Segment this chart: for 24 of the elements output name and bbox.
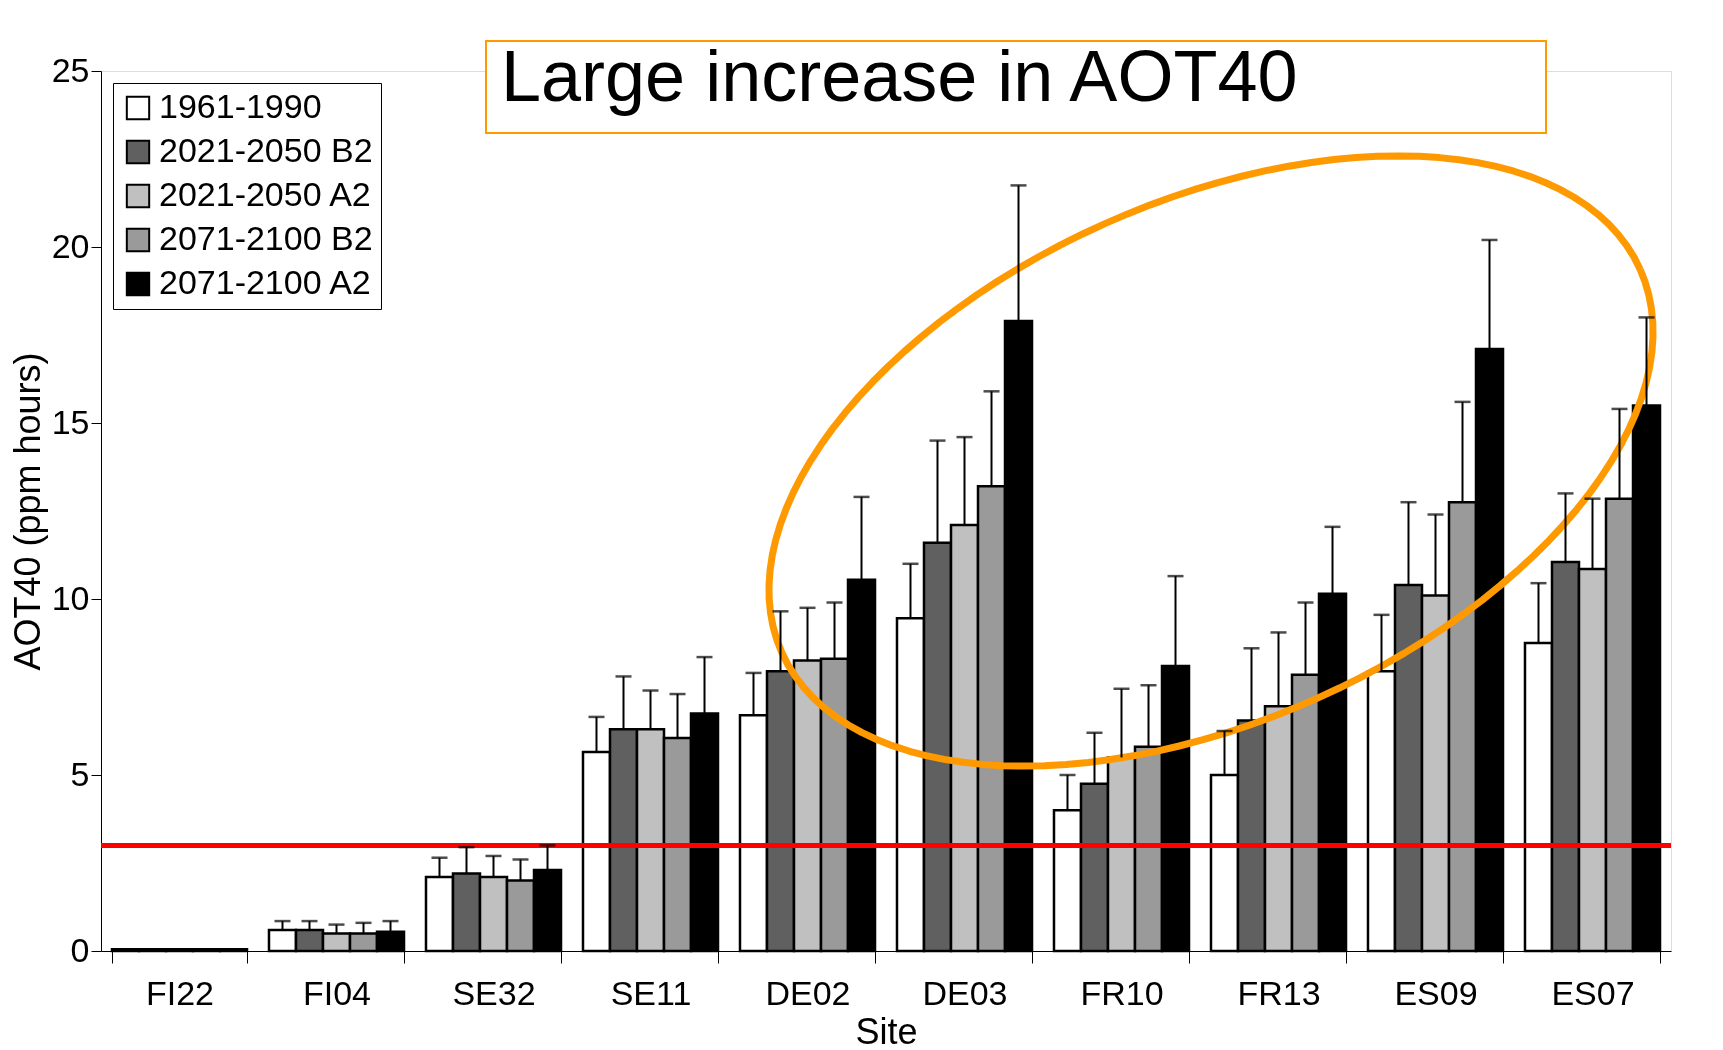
x-tick-label: ES09 bbox=[1394, 973, 1478, 1012]
x-tick-label: SE11 bbox=[610, 973, 692, 1012]
x-tick-label: SE32 bbox=[452, 973, 536, 1012]
y-tick-label: 20 bbox=[51, 226, 90, 265]
legend-label: 2071-2100 A2 bbox=[159, 263, 371, 301]
y-tick-label: 25 bbox=[51, 50, 90, 89]
legend-label: 2071-2100 B2 bbox=[159, 219, 373, 257]
x-tick-label: FR13 bbox=[1237, 973, 1321, 1012]
y-tick-label: 10 bbox=[51, 578, 90, 617]
x-tick-label: FI22 bbox=[145, 973, 215, 1012]
x-tick-label: ES07 bbox=[1551, 973, 1635, 1012]
legend-label: 2021-2050 B2 bbox=[159, 131, 373, 169]
legend-label: 1961-1990 bbox=[159, 87, 322, 125]
x-tick-label: DE03 bbox=[922, 973, 1008, 1012]
x-tick-label: FR10 bbox=[1080, 973, 1164, 1012]
y-tick-label: 0 bbox=[70, 930, 90, 969]
y-axis-title: AOT40 (ppm hours) bbox=[6, 352, 48, 671]
annotation: Large increase in AOT40 bbox=[501, 36, 1298, 116]
legend-label: 2021-2050 A2 bbox=[159, 175, 371, 213]
x-axis-title: Site bbox=[855, 1010, 918, 1050]
x-tick-label: DE02 bbox=[765, 973, 851, 1012]
y-tick-label: 15 bbox=[51, 402, 90, 441]
y-tick-label: 5 bbox=[70, 754, 90, 793]
x-tick-label: FI04 bbox=[302, 973, 372, 1012]
